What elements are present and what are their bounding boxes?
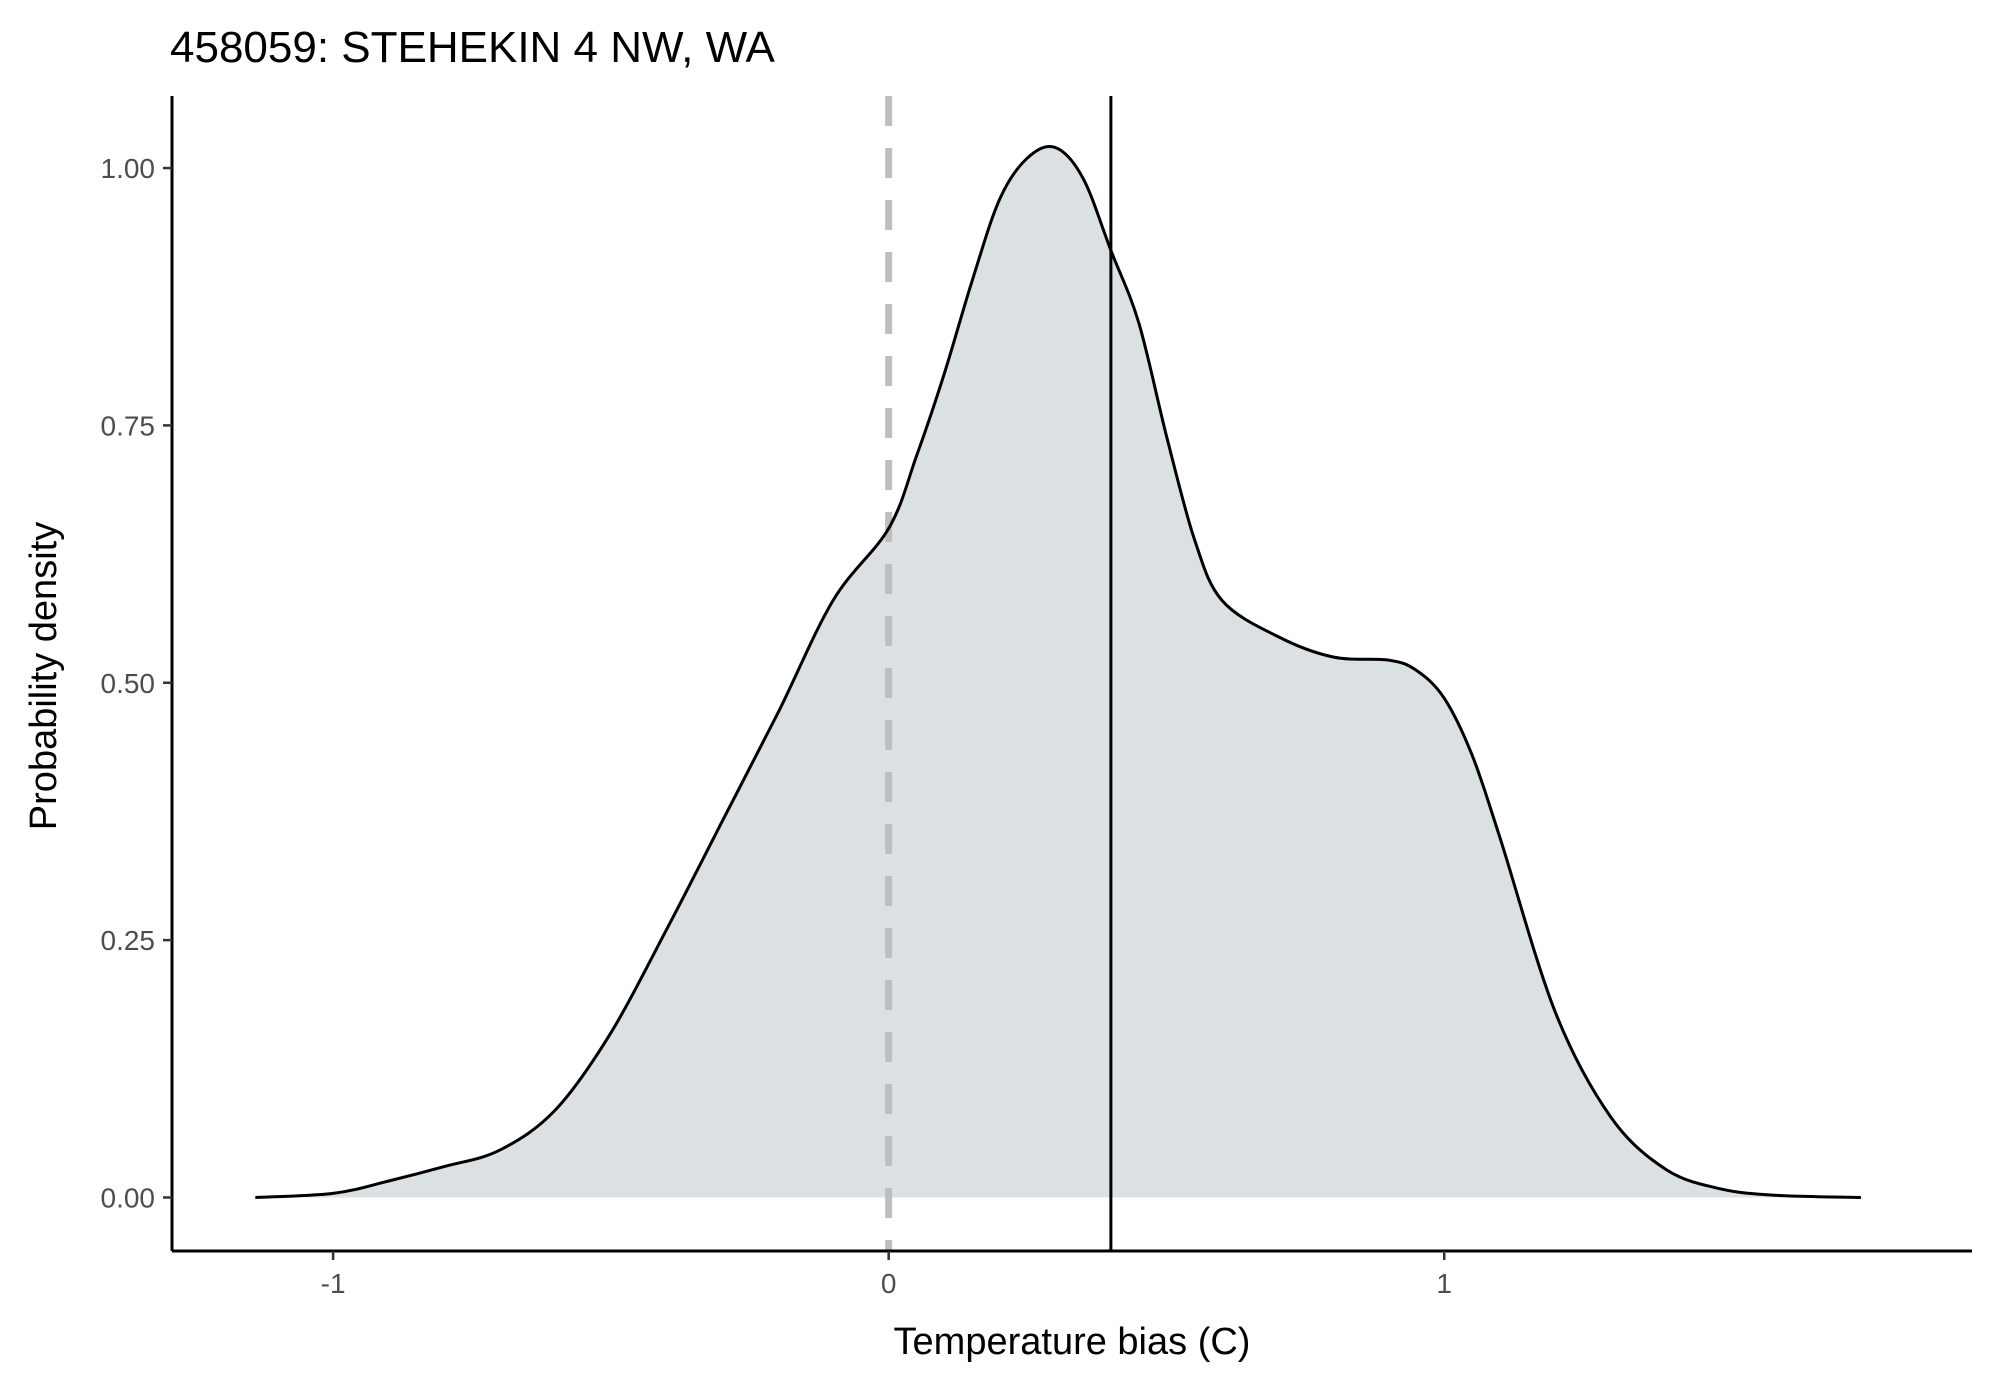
- x-tick-label: -1: [321, 1268, 346, 1299]
- density-area-fill: [255, 146, 1861, 1198]
- density-curve-line: [255, 144, 1861, 1199]
- x-axis-title: Temperature bias (C): [894, 1321, 1251, 1363]
- y-axis-ticks: 0.00 0.25 0.50 0.75 1.00: [101, 153, 172, 1213]
- plot-area: [255, 96, 1861, 1251]
- axes: 0.00 0.25 0.50 0.75 1.00 -1 0 1: [101, 96, 1972, 1299]
- y-tick-label: 0.25: [101, 925, 156, 956]
- y-tick-label: 1.00: [101, 153, 156, 184]
- chart-title: 458059: STEHEKIN 4 NW, WA: [170, 23, 775, 72]
- y-axis-title: Probability density: [23, 522, 65, 830]
- x-tick-label: 0: [881, 1268, 897, 1299]
- x-tick-label: 1: [1436, 1268, 1452, 1299]
- x-axis-ticks: -1 0 1: [321, 1251, 1452, 1299]
- y-tick-label: 0.50: [101, 668, 156, 699]
- y-tick-label: 0.00: [101, 1182, 156, 1213]
- y-tick-label: 0.75: [101, 410, 156, 441]
